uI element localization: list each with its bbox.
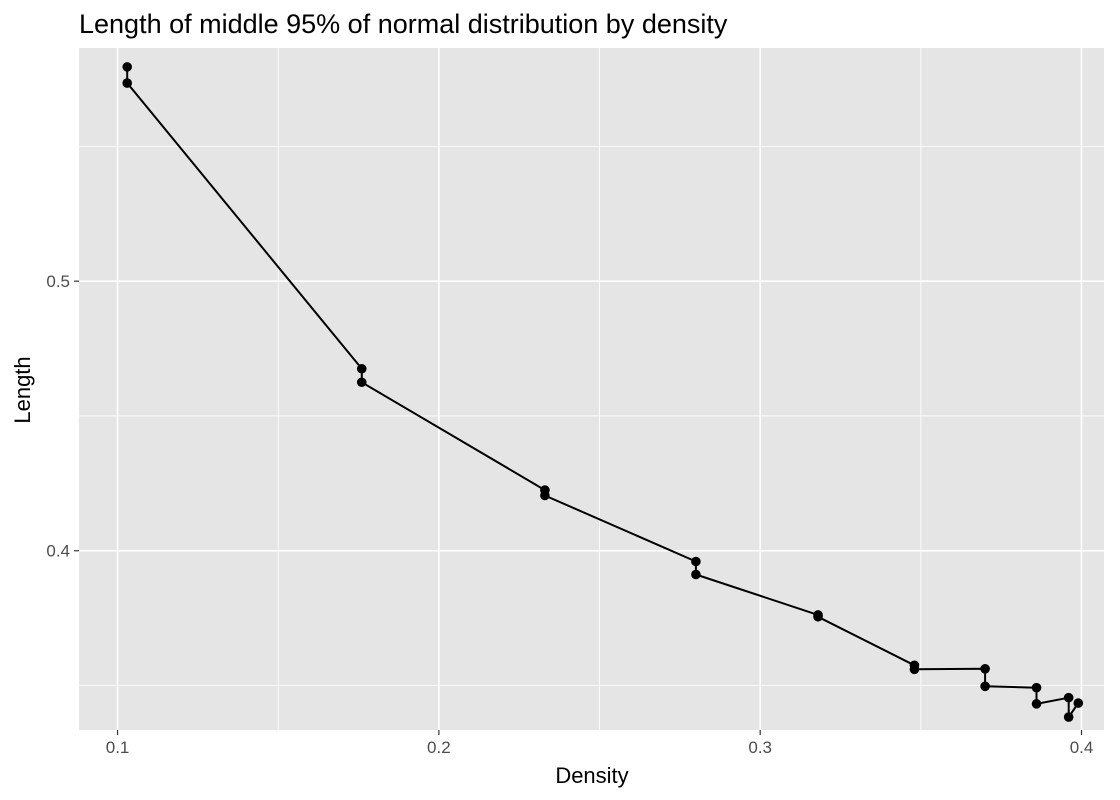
data-point: [1031, 682, 1042, 693]
y-axis-title: Length: [10, 356, 35, 423]
data-point: [1063, 712, 1074, 722]
data-point: [1073, 698, 1084, 708]
x-tick-label: 0.1: [106, 738, 130, 757]
data-point: [909, 664, 920, 675]
x-tick-label: 0.3: [748, 738, 772, 757]
x-axis: 0.1 0.2 0.3 0.4: [106, 730, 1094, 757]
major-gridlines: [79, 48, 1104, 730]
data-point: [691, 556, 701, 567]
y-tick-label: 0.4: [46, 542, 70, 561]
y-axis: 0.4 0.5: [46, 272, 79, 561]
data-point: [980, 664, 990, 674]
x-tick-label: 0.2: [427, 738, 451, 757]
minor-gridlines: [79, 48, 1104, 730]
data-point: [356, 377, 367, 388]
data-point: [356, 363, 367, 374]
data-point: [691, 569, 701, 580]
data-point: [1031, 699, 1042, 709]
chart-title: Length of middle 95% of normal distribut…: [79, 9, 728, 39]
data-point: [122, 78, 132, 88]
data-point: [1063, 692, 1074, 703]
x-tick-label: 0.4: [1070, 738, 1094, 757]
data-point: [813, 611, 823, 622]
plot-panel: [79, 48, 1104, 730]
data-series: [122, 62, 1084, 722]
data-point: [980, 681, 990, 692]
y-tick-label: 0.5: [46, 272, 70, 291]
data-point: [540, 490, 550, 501]
data-point: [122, 62, 132, 72]
x-axis-title: Density: [555, 763, 628, 788]
